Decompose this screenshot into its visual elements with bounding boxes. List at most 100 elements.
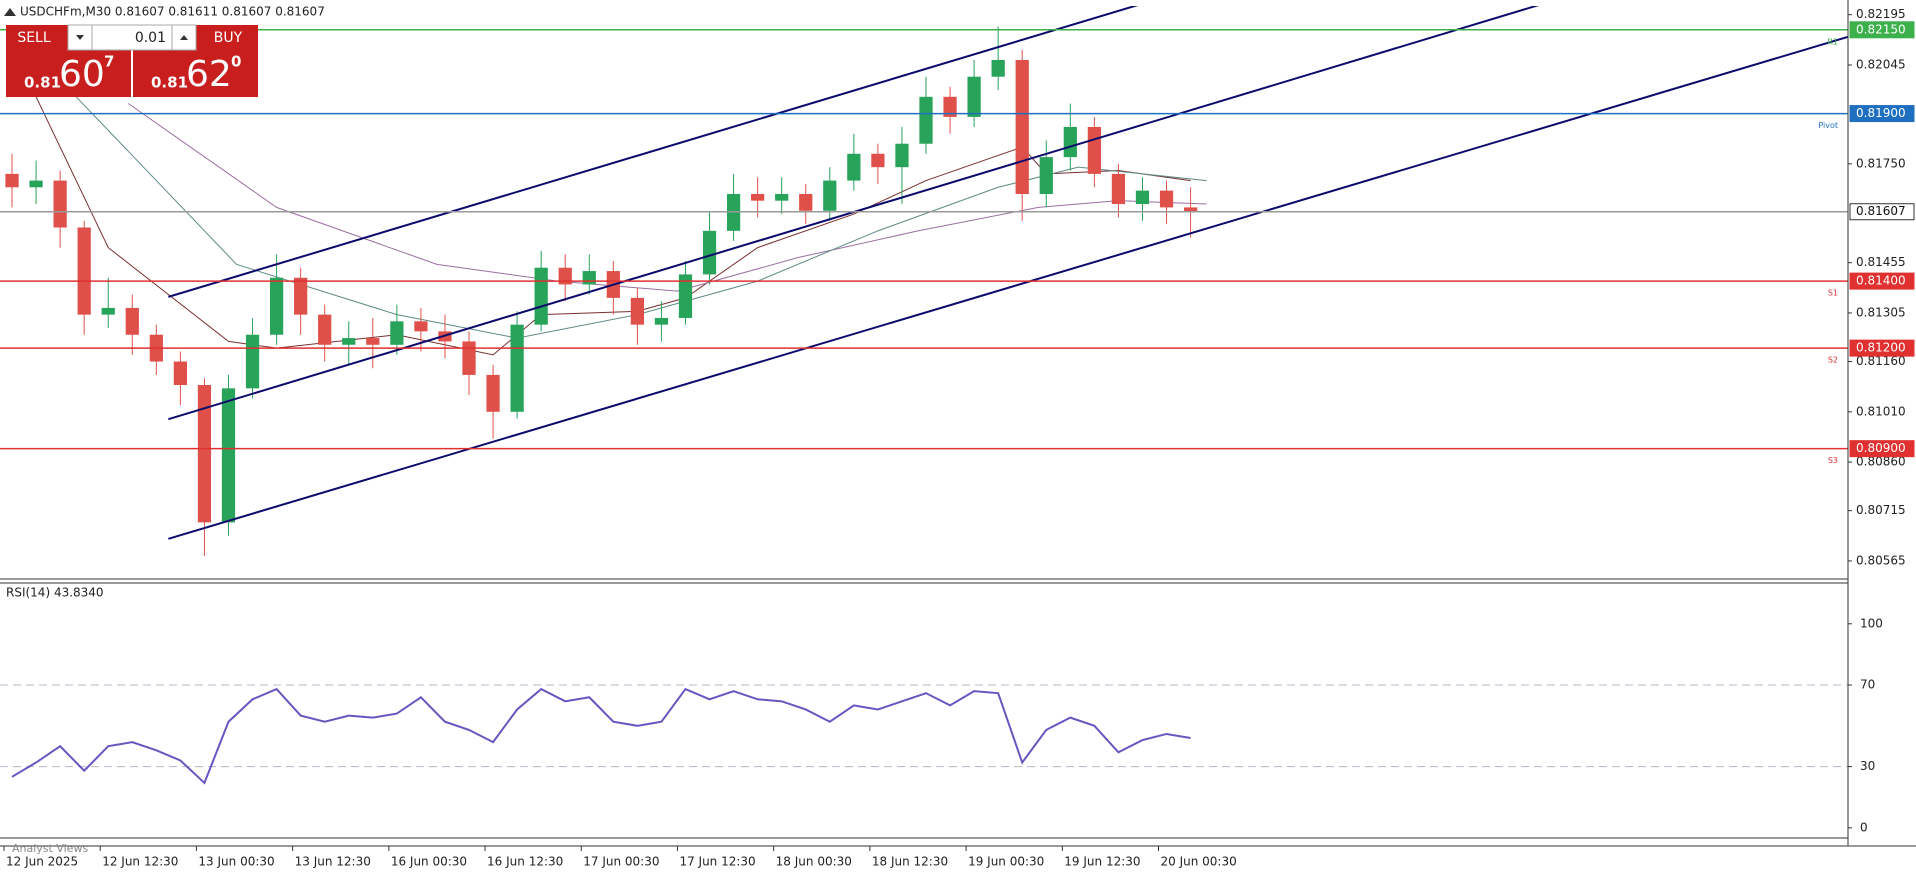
- candle-body: [77, 227, 91, 315]
- candle-body: [582, 271, 596, 285]
- candle-body: [847, 153, 861, 181]
- collapse-icon[interactable]: [4, 8, 16, 16]
- rsi-line: [11, 687, 1191, 785]
- volume-down[interactable]: [76, 35, 84, 40]
- candle-body: [1015, 59, 1029, 194]
- candle-body: [53, 180, 67, 228]
- buy-price-prefix: 0.81: [151, 74, 188, 92]
- candle-body: [799, 193, 813, 211]
- candle-body: [943, 96, 957, 117]
- sell-price-big: 60: [59, 54, 105, 95]
- candle-body: [366, 338, 380, 345]
- candle-body: [197, 384, 212, 523]
- candle-body: [1135, 190, 1150, 205]
- level-tag: S2: [1828, 356, 1838, 365]
- y-tick-label: 30: [1860, 759, 1875, 773]
- y-tick-label: 0.81010: [1856, 404, 1906, 418]
- candle-body: [991, 59, 1005, 77]
- candle-body: [294, 277, 308, 315]
- candle-body: [269, 277, 284, 335]
- y-tick-label: 0.81160: [1856, 354, 1906, 368]
- candle-body: [414, 321, 428, 332]
- x-tick-label: 12 Jun 2025: [6, 855, 78, 869]
- level-tag: S3: [1828, 456, 1838, 465]
- footer-tab[interactable]: Analyst Views: [12, 842, 88, 855]
- trend-line: [168, 35, 1848, 540]
- y-tick-label: 0.81750: [1856, 156, 1906, 170]
- candle-body: [5, 173, 19, 188]
- level-label-box: [1849, 203, 1915, 221]
- candle-body: [1063, 126, 1077, 158]
- x-tick-label: 13 Jun 12:30: [295, 855, 371, 869]
- moving-average: [75, 96, 1207, 339]
- sell-label[interactable]: SELL: [17, 30, 51, 46]
- level-label: 0.81400: [1856, 274, 1906, 288]
- candle-body: [173, 361, 188, 385]
- y-tick-label: 0.80715: [1856, 503, 1906, 517]
- candle-body: [534, 267, 548, 325]
- x-tick-label: 16 Jun 00:30: [391, 855, 467, 869]
- candle-body: [1183, 207, 1198, 212]
- volume-box[interactable]: [67, 24, 197, 51]
- x-tick-label: 18 Jun 00:30: [776, 855, 852, 869]
- candle-body: [823, 180, 837, 211]
- y-tick-label: 0.81455: [1856, 255, 1906, 269]
- level-label: 0.81900: [1856, 106, 1906, 120]
- candle-body: [221, 388, 236, 523]
- candle-body: [510, 324, 524, 412]
- candle-body: [678, 274, 693, 318]
- y-tick-label: 70: [1860, 678, 1875, 692]
- candle-body: [895, 143, 909, 168]
- candle-body: [125, 307, 139, 335]
- candle-body: [29, 180, 43, 188]
- level-label-box: [1849, 21, 1915, 39]
- moving-average: [127, 103, 1207, 292]
- level-label: 0.80900: [1856, 441, 1906, 455]
- rsi-title: RSI(14) 43.8340: [6, 586, 104, 600]
- level-label: 0.81607: [1856, 204, 1906, 218]
- candle-body: [318, 314, 332, 345]
- candle-body: [630, 297, 644, 325]
- y-tick-label: 0.80565: [1856, 553, 1906, 567]
- x-tick-label: 12 Jun 12:30: [102, 855, 178, 869]
- buy-price-small: 0: [231, 53, 241, 71]
- level-tag: S1: [1828, 289, 1838, 298]
- candle-body: [1087, 126, 1101, 174]
- y-tick-label: 0.81305: [1856, 305, 1906, 319]
- axes: 0.821950.820450.817500.814550.813050.811…: [3, 7, 1915, 869]
- trade-panel: SELL BUY 0.01 0.81 60 7 0.81 62 0: [6, 24, 258, 97]
- level-label-box: [1849, 105, 1915, 123]
- volume[interactable]: 0.01: [135, 30, 166, 46]
- y-tick-label: 0: [1860, 820, 1868, 834]
- candle-body: [702, 230, 717, 275]
- candle-body: [558, 267, 572, 285]
- price-plot: [0, 6, 1848, 556]
- x-tick-label: 13 Jun 00:30: [198, 855, 274, 869]
- candle-body: [390, 321, 404, 345]
- x-tick-label: 18 Jun 12:30: [872, 855, 948, 869]
- level-label: 0.81200: [1856, 341, 1906, 355]
- y-tick-label: 100: [1860, 616, 1883, 630]
- candle-body: [1159, 190, 1174, 208]
- candle-body: [342, 338, 356, 345]
- level-tag: Pivot: [1818, 121, 1838, 130]
- x-tick-label: 17 Jun 12:30: [679, 855, 755, 869]
- x-tick-label: 16 Jun 12:30: [487, 855, 563, 869]
- candle-body: [919, 96, 933, 144]
- candle-body: [245, 334, 260, 389]
- candle-body: [654, 317, 669, 325]
- trend-line: [168, 6, 1139, 298]
- level-label: 0.82150: [1856, 22, 1906, 36]
- buy-label[interactable]: BUY: [214, 30, 243, 46]
- y-tick-label: 0.82045: [1856, 57, 1906, 71]
- level-label-box: [1849, 339, 1915, 357]
- x-tick-label: 20 Jun 00:30: [1161, 855, 1237, 869]
- volume-up[interactable]: [180, 35, 188, 40]
- candle-body: [101, 307, 115, 315]
- candle-body: [1039, 157, 1053, 194]
- level-tag: R1: [1827, 37, 1838, 46]
- chart-header: USDCHFm,M30 0.81607 0.81611 0.81607 0.81…: [20, 5, 325, 19]
